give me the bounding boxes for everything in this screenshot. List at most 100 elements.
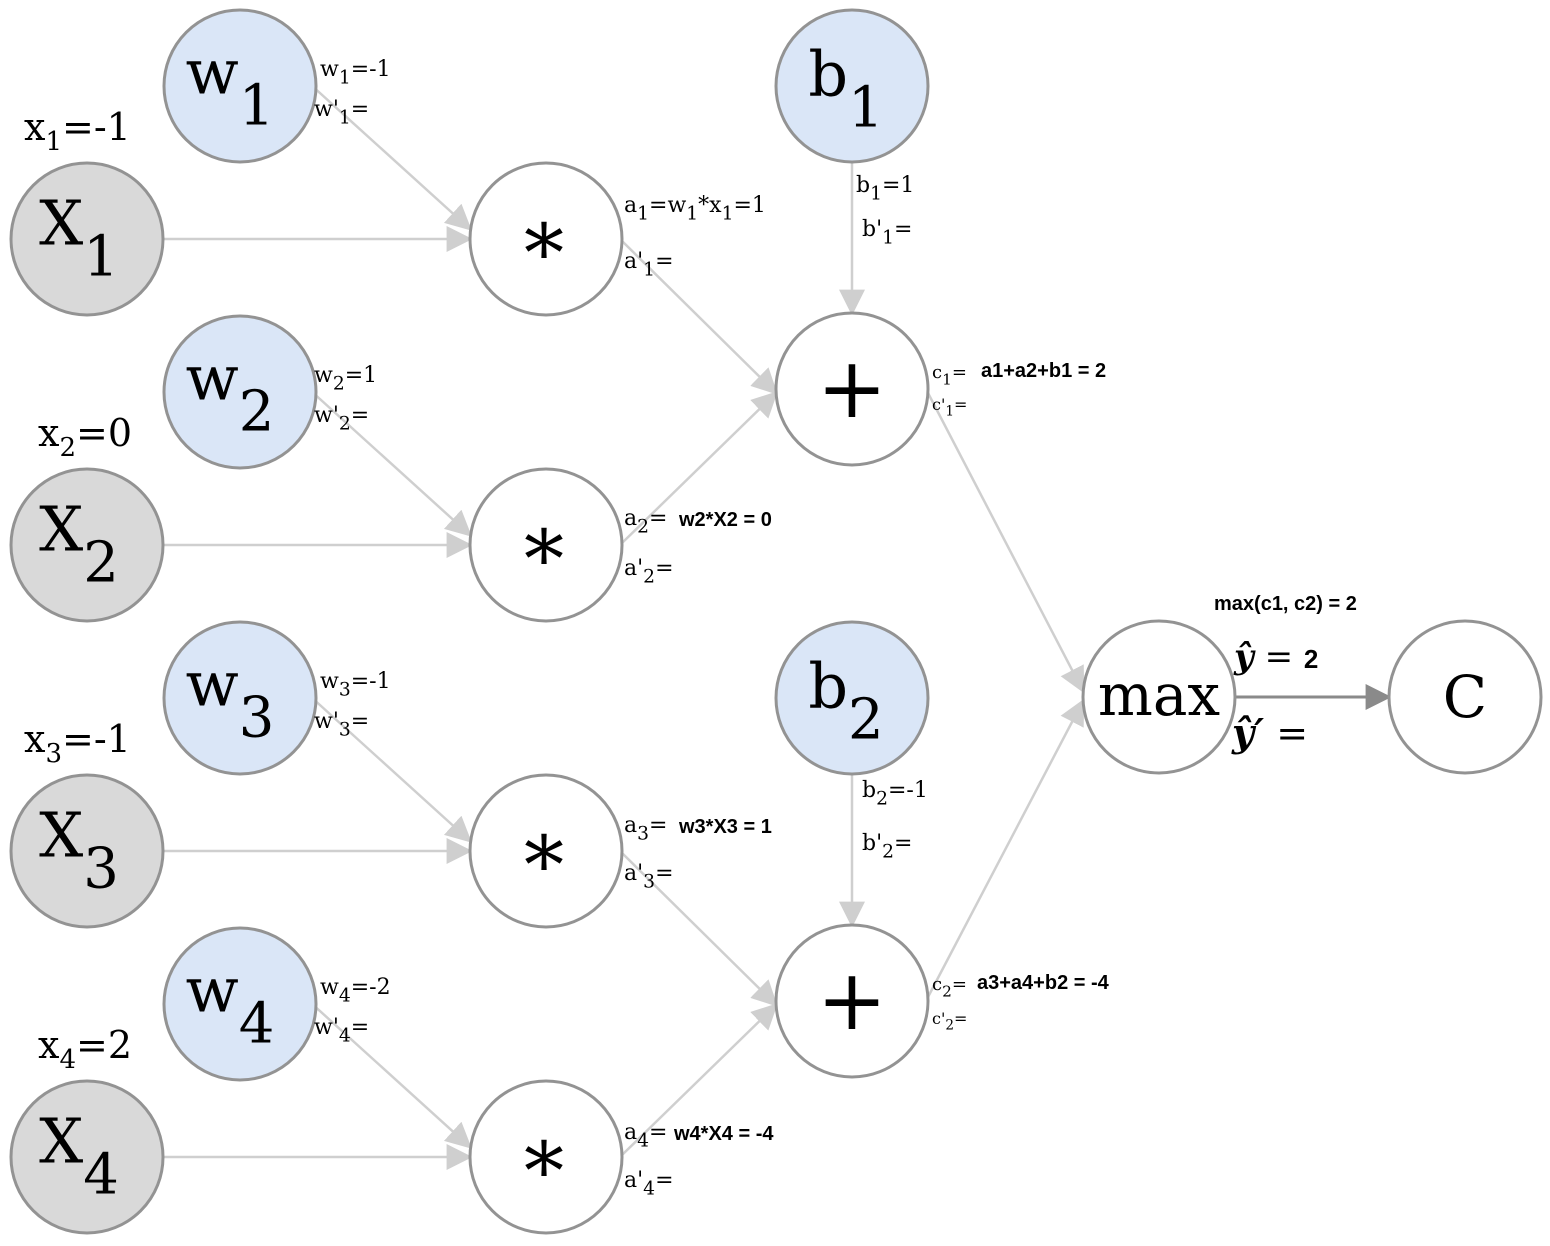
edge-mul1-to-add1 [621,240,778,395]
input-value-label-x4: x4=2 [38,1023,132,1075]
weight-node-w3: w3 [162,620,318,776]
add-node-1: + [774,311,930,467]
multiply-expr-label-3: w3*X3 = 1 [678,816,772,838]
input-node-x3-symbol: X3 [39,799,119,902]
weight-value-label-w4: w4=-2 [320,975,391,1007]
max-expr-label: max(c1, c2) = 2 [1214,593,1357,615]
bias-node-b2-circle [774,620,930,776]
weight-node-w2-circle [162,314,318,470]
bias-node-b1-symbol: b1 [808,38,883,141]
add-node-2-symbol: + [817,951,887,1049]
input-node-x3: X3 [9,773,165,929]
multiply-node-1: * [468,161,624,317]
weight-node-w1: w1 [162,8,318,164]
bias-node-b1: b1 [774,8,930,164]
multiply-grad-label-1: a'1= [624,249,674,281]
input-node-x2-circle [9,467,165,623]
weight-node-w2: w2 [162,314,318,470]
multiply-value-label-1: a1=w1*x1=1 [624,193,766,225]
add-grad-label-1: c'1= [932,395,967,420]
add-value-label-1: c1= [932,362,967,388]
multiply-node-1-circle [468,161,624,317]
multiply-expr-label-4: w4*X4 = -4 [673,1123,774,1145]
bias-node-b1-circle [774,8,930,164]
edges-layer [163,83,1392,1170]
weight-node-w1-circle [162,8,318,164]
cost-node: C [1387,619,1543,775]
multiply-node-4: * [468,1079,624,1235]
weight-node-w2-symbol: w2 [186,342,275,445]
input-node-x1-circle [9,161,165,317]
edge-w3-to-mul [309,695,472,843]
add-value-label-2: c2= [932,974,967,1000]
add-node-1-symbol: + [817,339,887,437]
multiply-node-2: * [468,467,624,623]
input-node-x4-symbol: X4 [39,1105,119,1208]
cost-node-circle [1387,619,1543,775]
multiply-grad-label-3: a'3= [624,861,674,893]
multiply-node-4-circle [468,1079,624,1235]
edge-w4-to-mul [309,1001,472,1149]
add-expr-label-2: a3+a4+b2 = -4 [977,972,1110,994]
edge-add2-to-max [926,698,1085,998]
input-node-x2: X2 [9,467,165,623]
multiply-value-label-2: a2= [624,506,667,538]
weight-grad-label-w2: w'2= [314,403,369,435]
edge-mul2-to-add1 [621,391,778,544]
labels-layer: x1=-1 x2=0 x3=-1 x4=2 w1=-1 w'1= w2=1 w'2= w3=-1… [24,57,1357,1200]
weight-grad-label-w3: w'3= [314,709,369,741]
input-node-x3-circle [9,773,165,929]
input-node-x4-circle [9,1079,165,1235]
multiply-value-label-4: a4= [624,1120,667,1152]
edge-mul4-to-add2 [621,1003,778,1156]
weight-value-label-w1: w1=-1 [320,57,391,89]
multiply-grad-label-2: a'2= [624,556,674,588]
input-value-label-x2: x2=0 [38,411,132,463]
multiply-grad-label-4: a'4= [624,1168,674,1200]
multiply-expr-label-2: w2*X2 = 0 [678,509,772,531]
edge-add1-to-max [926,392,1085,694]
weight-node-w4: w4 [162,926,318,1082]
yhat-grad-label: ŷ′ = [1231,710,1308,755]
edge-mul3-to-add2 [621,852,778,1007]
add-expr-label-1: a1+a2+b1 = 2 [981,360,1106,382]
input-value-label-x1: x1=-1 [24,105,131,157]
yhat-label: ŷ = 2 [1233,637,1318,677]
edge-w2-to-mul [309,389,472,537]
weight-grad-label-w1: w'1= [314,97,369,129]
add-grad-label-2: c'2= [932,1009,967,1034]
input-value-label-x3: x3=-1 [24,717,131,769]
input-node-x2-symbol: X2 [39,493,119,596]
cost-node-symbol: C [1443,663,1487,731]
bias-node-b2: b2 [774,620,930,776]
multiply-node-2-circle [468,467,624,623]
input-node-x4: X4 [9,1079,165,1235]
multiply-node-3-symbol: * [524,819,564,912]
weight-node-w3-circle [162,620,318,776]
input-node-x1-symbol: X1 [39,187,119,290]
add-node-1-circle [774,311,930,467]
edge-w1-to-mul [309,83,472,231]
bias-node-b2-symbol: b2 [808,650,883,753]
weight-node-w4-symbol: w4 [186,954,275,1057]
add-node-2-circle [774,923,930,1079]
nodes-layer: X1 X2 X3 X4 w1 w2 w3 w4 * * * * b1 b2 + + max C [9,8,1543,1235]
weight-value-label-w2: w2=1 [314,363,377,395]
multiply-node-3: * [468,773,624,929]
input-node-x1: X1 [9,161,165,317]
bias-value-label-b1: b1=1 [856,173,914,205]
max-node-circle [1081,619,1237,775]
add-node-2: + [774,923,930,1079]
weight-grad-label-w4: w'4= [314,1015,369,1047]
multiply-node-1-symbol: * [524,207,564,300]
multiply-node-2-symbol: * [524,513,564,606]
multiply-value-label-3: a3= [624,813,667,845]
weight-value-label-w3: w3=-1 [320,669,391,701]
multiply-node-4-symbol: * [524,1125,564,1218]
weight-node-w1-symbol: w1 [186,36,275,139]
max-node: max [1081,619,1237,775]
max-node-symbol: max [1098,661,1220,729]
weight-node-w4-circle [162,926,318,1082]
bias-grad-label-b1: b'1= [862,217,912,249]
